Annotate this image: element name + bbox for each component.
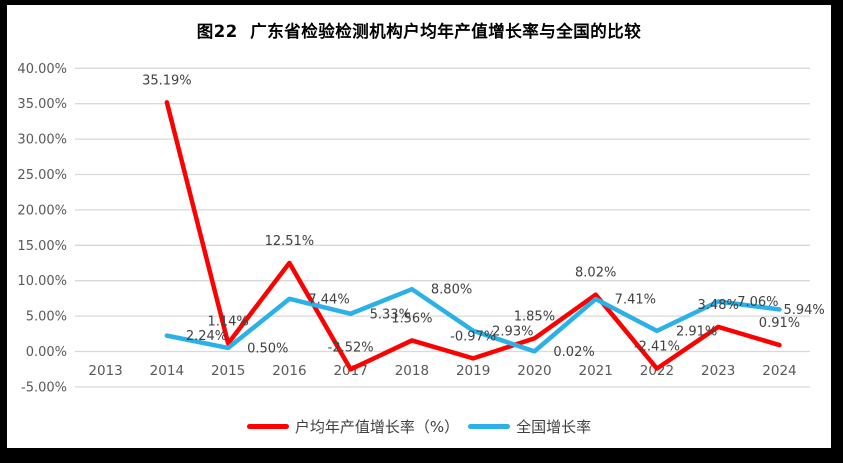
x-axis-tick-label: 2024 <box>762 363 796 379</box>
y-axis-tick-label: 20.00% <box>17 203 67 218</box>
y-axis-tick-label: 15.00% <box>17 239 67 254</box>
y-axis-tick-label: -5.00% <box>21 380 67 395</box>
x-axis-tick-label: 2020 <box>517 363 551 379</box>
data-label-guangdong: -2.52% <box>328 340 374 355</box>
data-label-national: 7.41% <box>615 293 656 308</box>
data-label-guangdong: 1.14% <box>207 314 248 329</box>
data-label-national: 5.33% <box>370 307 411 322</box>
data-label-national: 2.24% <box>186 329 227 344</box>
y-axis-tick-label: 25.00% <box>17 168 67 183</box>
x-axis-tick-label: 2013 <box>88 363 122 379</box>
y-axis-tick-label: 10.00% <box>17 274 67 289</box>
data-label-guangdong: -0.97% <box>450 329 496 344</box>
plot-area: 40.00% 35.00% 30.00% 25.00% 20.00% 15.00% 10.0… <box>17 62 824 396</box>
chart-title: 图22 广东省检验检测机构户均年产值增长率与全国的比较 <box>196 22 642 41</box>
data-label-guangdong: 3.48% <box>698 298 739 313</box>
data-label-guangdong: 12.51% <box>265 234 315 249</box>
data-label-national: 7.06% <box>737 295 778 310</box>
y-axis-tick-label: 35.00% <box>17 97 67 112</box>
data-label-guangdong: 1.56% <box>391 311 432 326</box>
legend-label-national: 全国增长率 <box>516 418 592 436</box>
series-line-guangdong <box>164 100 782 372</box>
series-line-national <box>164 286 782 354</box>
x-axis-tick-label: 2022 <box>640 363 674 379</box>
data-label-national: 7.44% <box>308 292 349 307</box>
data-label-guangdong: -2.41% <box>634 340 680 355</box>
data-label-national: 0.50% <box>247 341 288 356</box>
data-label-guangdong: 35.19% <box>142 73 192 88</box>
y-axis-tick-label: 5.00% <box>26 310 67 325</box>
x-axis-tick-label: 2015 <box>211 363 245 379</box>
x-axis-tick-label: 2016 <box>272 363 306 379</box>
x-axis-tick-label: 2018 <box>395 363 429 379</box>
x-axis-tick-label: 2019 <box>456 363 490 379</box>
x-axis-tick-label: 2023 <box>701 363 735 379</box>
data-label-guangdong: 0.91% <box>759 316 800 331</box>
data-label-national: 2.91% <box>676 324 717 339</box>
data-label-national: 0.02% <box>553 345 594 360</box>
chart-surface: 图22 广东省检验检测机构户均年产值增长率与全国的比较 40.00% 35.00%… <box>7 5 831 448</box>
x-axis-tick-label: 2014 <box>150 363 184 379</box>
legend-item-national: 全国增长率 <box>468 416 591 437</box>
y-axis-tick-label: 30.00% <box>17 133 67 148</box>
x-axis-tick-label: 2021 <box>579 363 613 379</box>
data-label-national: 5.94% <box>783 303 824 318</box>
data-label-national: 2.93% <box>492 324 533 339</box>
blue-line-swatch-icon <box>468 424 511 429</box>
y-axis-tick-label: 40.00% <box>17 62 67 77</box>
legend: 户均年产值增长率（%） 全国增长率 <box>7 416 831 437</box>
data-label-guangdong: 8.02% <box>575 266 616 281</box>
data-label-national: 8.80% <box>431 283 472 298</box>
red-line-swatch-icon <box>246 424 289 429</box>
legend-item-guangdong: 户均年产值增长率（%） <box>246 416 460 437</box>
legend-label-guangdong: 户均年产值增长率（%） <box>294 418 460 436</box>
y-axis-tick-label: 0.00% <box>26 345 67 360</box>
data-label-guangdong: 1.85% <box>514 309 555 324</box>
